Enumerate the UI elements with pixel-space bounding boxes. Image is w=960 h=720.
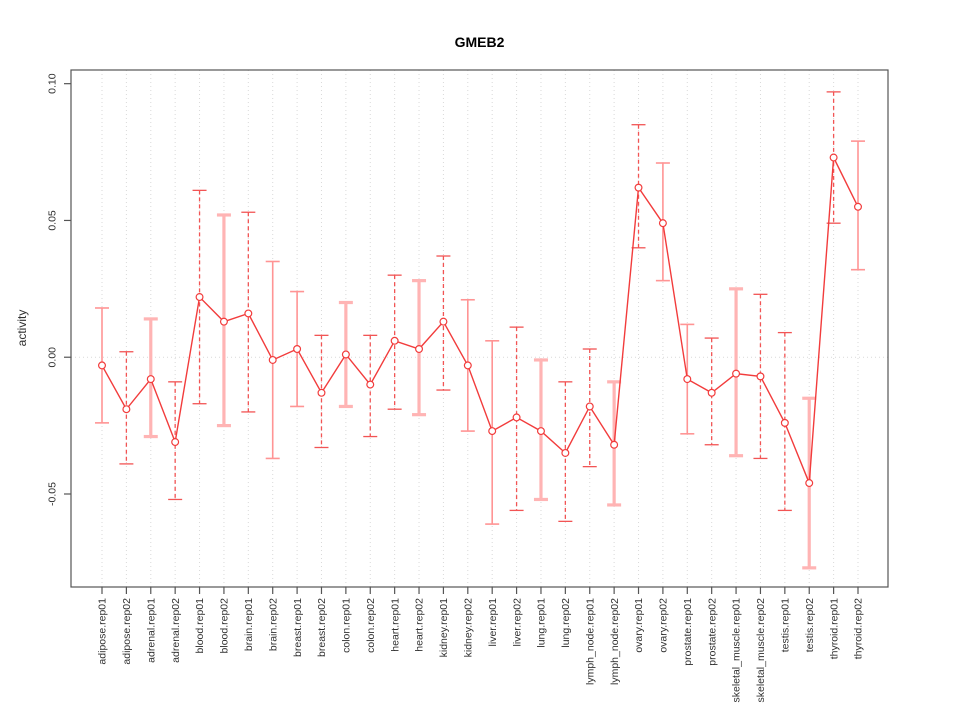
data-point <box>707 388 716 397</box>
data-point <box>268 355 277 364</box>
chart-title: GMEB2 <box>455 34 505 50</box>
x-tick-label: skeletal_muscle.rep02 <box>755 598 767 703</box>
x-tick-label: testis.rep02 <box>804 598 816 652</box>
data-point <box>463 361 472 370</box>
data-point <box>439 317 448 326</box>
x-tick-label: brain.rep01 <box>243 598 255 651</box>
data-point <box>171 438 180 447</box>
x-tick-label: thyroid.rep02 <box>853 598 865 659</box>
data-point <box>317 388 326 397</box>
data-point <box>561 448 570 457</box>
x-tick-label: adipose.rep01 <box>97 598 109 665</box>
x-tick-label: blood.rep02 <box>219 598 231 654</box>
plot-area: 0.10 0.05 0.00 -0.05 adipose.rep01 adipose.re… <box>47 69 889 703</box>
x-tick-label: adrenal.rep02 <box>170 598 182 663</box>
data-point <box>536 427 545 436</box>
x-tick-label: adrenal.rep01 <box>145 598 157 663</box>
data-point <box>756 372 765 381</box>
x-tick-label: lymph_node.rep02 <box>609 598 621 685</box>
x-tick-label: heart.rep01 <box>389 598 401 652</box>
x-tick-label: adipose.rep02 <box>121 598 133 665</box>
data-point <box>341 350 350 359</box>
x-tick-label: skeletal_muscle.rep01 <box>731 598 743 703</box>
x-tick-label: blood.rep01 <box>194 598 206 654</box>
x-tick-label: thyroid.rep01 <box>828 598 840 659</box>
y-tick-label: 0.00 <box>47 347 59 368</box>
data-point <box>366 380 375 389</box>
data-point <box>853 202 862 211</box>
data-point <box>146 375 155 384</box>
x-tick-label: liver.rep01 <box>487 598 499 647</box>
y-axis-label: activity <box>15 310 29 347</box>
x-tick-label: prostate.rep01 <box>682 598 694 666</box>
x-tick-label: brain.rep02 <box>267 598 279 651</box>
data-point <box>415 345 424 354</box>
data-point <box>683 375 692 384</box>
data-point <box>512 413 521 422</box>
x-tick-label: liver.rep02 <box>511 598 523 647</box>
x-tick-label: lung.rep02 <box>560 598 572 648</box>
data-point <box>488 427 497 436</box>
data-point <box>97 361 106 370</box>
x-tick-label: breast.rep02 <box>316 598 328 657</box>
data-point <box>390 336 399 345</box>
data-point <box>610 440 619 449</box>
x-tick-label: kidney.rep01 <box>438 598 450 658</box>
data-point <box>585 402 594 411</box>
data-point <box>829 153 838 162</box>
x-tick-label: lung.rep01 <box>536 598 548 648</box>
y-tick-label: -0.05 <box>47 482 59 506</box>
data-point <box>780 418 789 427</box>
data-point <box>658 219 667 228</box>
data-point <box>244 309 253 318</box>
data-point <box>732 369 741 378</box>
x-tick-label: lymph_node.rep01 <box>584 598 596 685</box>
x-tick-label: breast.rep01 <box>292 598 304 657</box>
x-tick-label: testis.rep01 <box>780 598 792 652</box>
x-tick-label: colon.rep01 <box>341 598 353 653</box>
x-tick-label: kidney.rep02 <box>462 598 474 658</box>
y-tick-label: 0.10 <box>47 73 59 94</box>
data-point <box>122 405 131 414</box>
data-point <box>805 479 814 488</box>
series-line <box>101 154 859 484</box>
data-point <box>293 345 302 354</box>
x-tick-label: prostate.rep02 <box>706 598 718 666</box>
x-tick-label: ovary.rep01 <box>633 598 645 653</box>
data-point <box>195 293 204 302</box>
y-tick-label: 0.05 <box>47 210 59 231</box>
data-point <box>219 317 228 326</box>
data-point <box>634 183 643 192</box>
x-tick-label: colon.rep02 <box>365 598 377 653</box>
x-tick-label: ovary.rep02 <box>658 598 670 653</box>
x-tick-label: heart.rep02 <box>414 598 426 652</box>
plot-border <box>70 69 889 588</box>
